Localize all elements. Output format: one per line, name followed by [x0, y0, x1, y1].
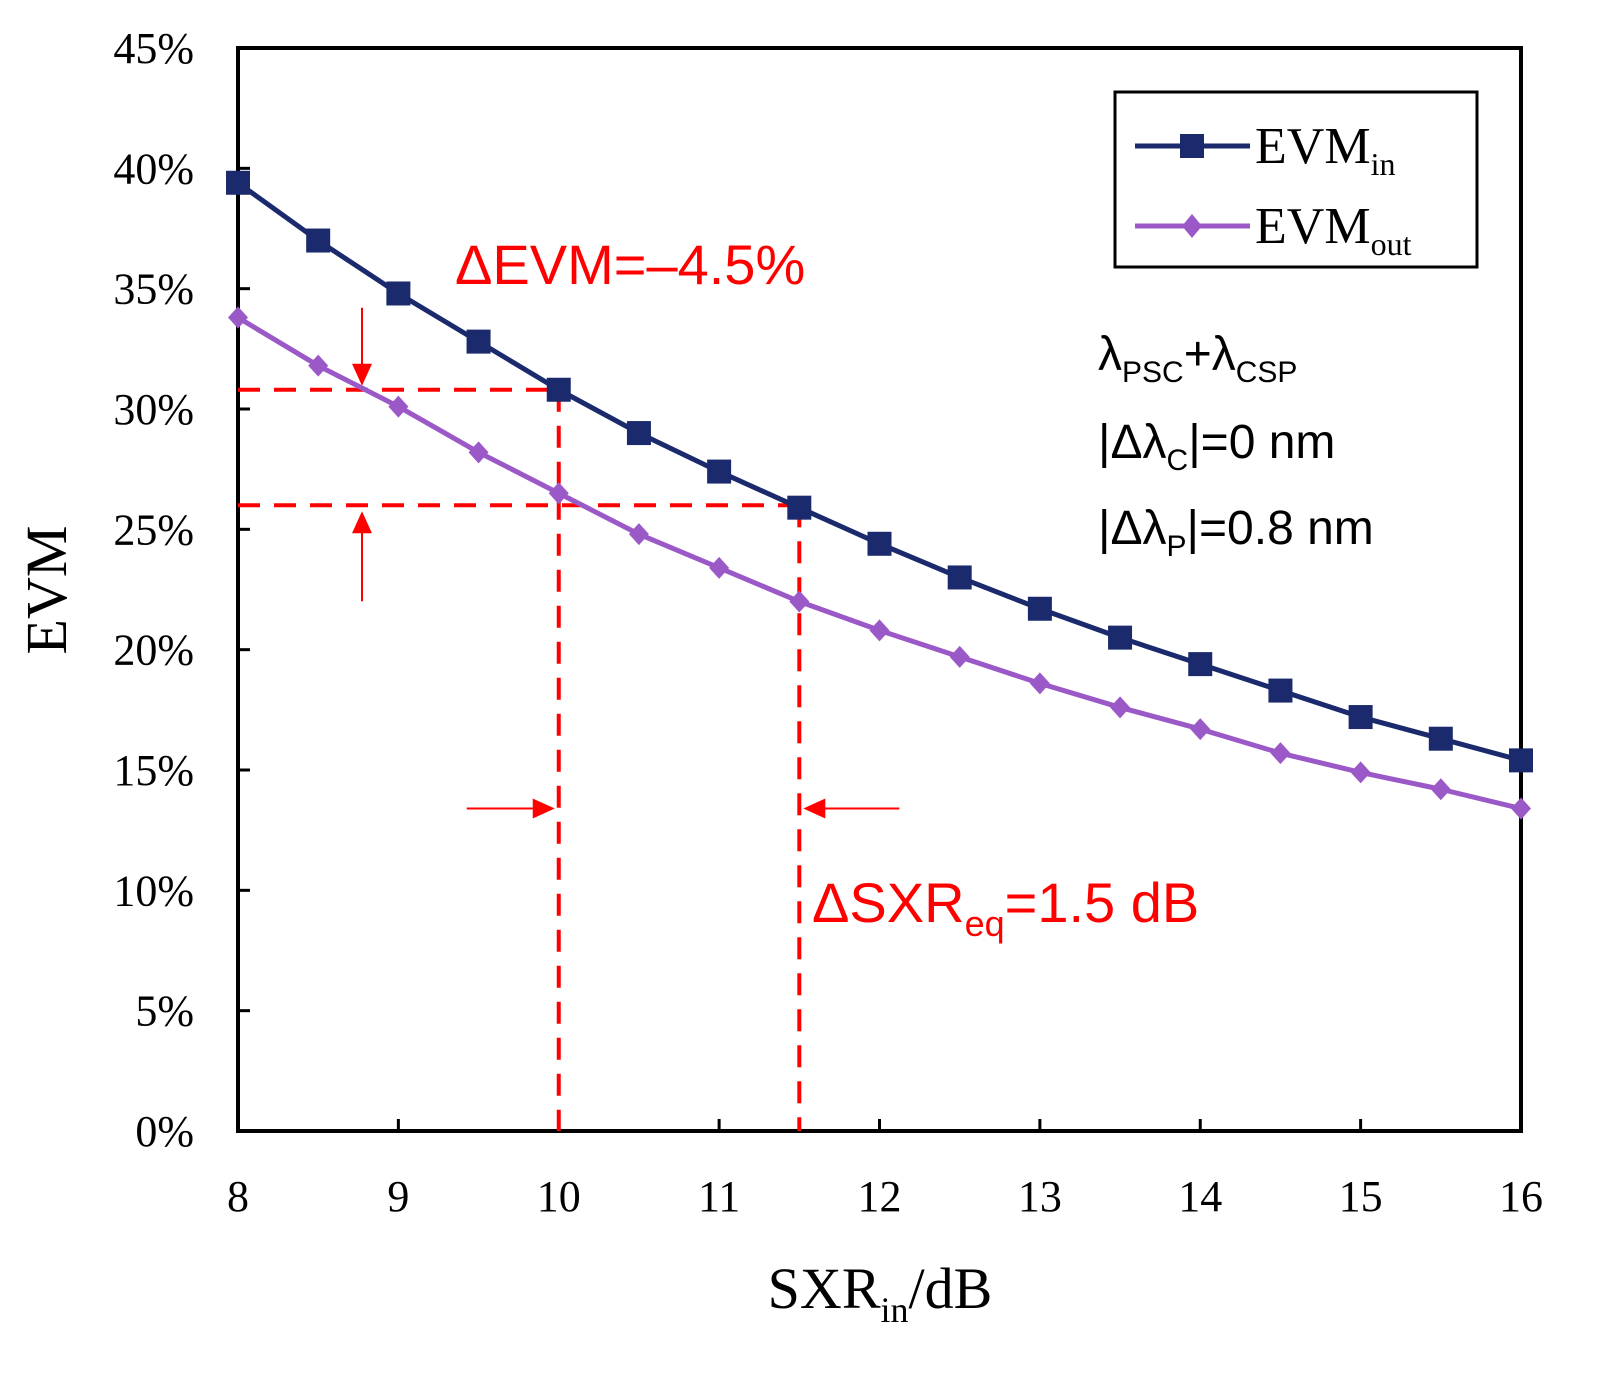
series-layer	[226, 170, 1533, 820]
data-point-evm-in	[1428, 726, 1453, 751]
data-point-evm-out	[1110, 696, 1131, 719]
delta-evm-label: ΔEVM=–4.5%	[455, 233, 805, 296]
y-tick-label: 15%	[113, 746, 194, 795]
data-point-evm-in	[1509, 748, 1533, 773]
x-tick-label: 11	[698, 1172, 740, 1221]
x-tick-label: 16	[1499, 1172, 1543, 1221]
legend-label-evm-out: EVMout	[1255, 198, 1412, 262]
data-point-evm-out	[1350, 761, 1371, 784]
y-axis: 0% 5% 10% 15% 20% 25% 30% 35% 40% 45%	[113, 24, 250, 1156]
data-point-evm-out	[548, 482, 569, 505]
annotation-delta-p-line: |ΔλP|=0.8 nm	[1098, 502, 1374, 563]
legend: EVMin EVMout	[1113, 90, 1479, 269]
data-point-evm-in	[947, 565, 972, 590]
data-point-evm-in	[546, 377, 571, 402]
data-point-evm-out	[468, 441, 489, 464]
x-axis-title-main: SXR	[768, 1256, 881, 1321]
y-tick-label: 10%	[113, 866, 194, 915]
parameter-annotation: λPSC+λCSP |ΔλC|=0 nm |ΔλP|=0.8 nm	[1098, 328, 1374, 563]
y-tick-label: 0%	[135, 1107, 194, 1156]
y-tick-label: 30%	[113, 385, 194, 434]
data-point-evm-out	[388, 395, 409, 418]
data-point-evm-out	[1270, 742, 1291, 765]
x-tick-label: 8	[227, 1172, 249, 1221]
series-line-evm-in	[236, 180, 1522, 763]
arrow-left-head	[803, 798, 826, 819]
x-tick-label: 14	[1178, 1172, 1222, 1221]
y-tick-label: 45%	[113, 24, 194, 73]
y-tick-label: 20%	[113, 626, 194, 675]
data-point-evm-in	[306, 228, 331, 253]
data-point-evm-in	[466, 329, 491, 354]
data-point-evm-out	[308, 354, 329, 377]
x-tick-label: 15	[1339, 1172, 1383, 1221]
data-point-evm-in	[1348, 705, 1373, 730]
x-tick-label: 13	[1018, 1172, 1062, 1221]
data-point-evm-out	[709, 556, 730, 579]
y-tick-label: 5%	[135, 987, 194, 1036]
reference-guides	[238, 307, 900, 1131]
data-point-evm-out	[228, 306, 248, 329]
data-point-evm-out	[789, 590, 810, 613]
arrow-up-head	[352, 511, 372, 534]
data-point-evm-out	[869, 619, 890, 642]
data-point-evm-out	[949, 645, 970, 668]
legend-box	[1113, 90, 1479, 269]
data-point-evm-out	[628, 523, 649, 546]
x-axis-title-tail: /dB	[909, 1256, 993, 1321]
data-point-evm-out	[1190, 718, 1211, 741]
data-point-evm-in	[626, 421, 651, 446]
data-point-evm-out	[1430, 778, 1451, 801]
y-tick-label: 35%	[113, 265, 194, 314]
legend-marker-evm-in	[1180, 134, 1204, 158]
data-point-evm-in	[1027, 596, 1052, 621]
delta-sxr-label: ΔSXReq=1.5 dB	[812, 871, 1199, 944]
x-axis: 8 9 10 11 12 13 14 15 16	[227, 1119, 1543, 1221]
data-point-evm-in	[1188, 652, 1213, 677]
x-axis-title-sub: in	[881, 1290, 909, 1330]
arrow-down-head	[352, 363, 372, 386]
data-point-evm-in	[1268, 678, 1293, 703]
arrow-right-head	[532, 798, 555, 819]
data-point-evm-out	[1511, 797, 1531, 820]
x-tick-label: 10	[537, 1172, 581, 1221]
data-point-evm-in	[386, 281, 411, 306]
x-tick-label: 9	[387, 1172, 409, 1221]
annotation-delta-c-line: |ΔλC|=0 nm	[1098, 416, 1335, 477]
y-tick-label: 25%	[113, 505, 194, 554]
data-point-evm-in	[867, 531, 892, 556]
legend-marker-evm-out	[1182, 214, 1202, 238]
y-axis-title: EVM	[14, 526, 79, 655]
data-point-evm-out	[1029, 672, 1050, 695]
data-point-evm-in	[226, 170, 250, 195]
y-tick-label: 40%	[113, 144, 194, 193]
x-tick-label: 12	[858, 1172, 902, 1221]
data-point-evm-in	[707, 459, 732, 484]
x-axis-title: SXRin/dB	[768, 1256, 993, 1330]
annotation-lambda-line: λPSC+λCSP	[1098, 328, 1297, 389]
data-point-evm-in	[787, 495, 812, 520]
data-point-evm-in	[1108, 625, 1133, 650]
legend-label-evm-in: EVMin	[1255, 118, 1395, 182]
